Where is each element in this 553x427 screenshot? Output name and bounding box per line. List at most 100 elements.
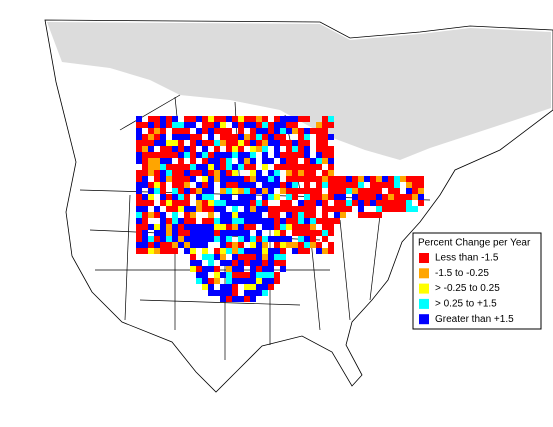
cell (304, 146, 310, 152)
cell (298, 176, 304, 182)
cell (250, 254, 256, 260)
cell (292, 242, 298, 248)
cell (316, 200, 322, 206)
cell (148, 122, 154, 128)
cell (190, 158, 196, 164)
cell (286, 242, 292, 248)
cell (184, 218, 190, 224)
cell (280, 230, 286, 236)
cell (316, 182, 322, 188)
cell (220, 272, 226, 278)
cell (268, 212, 274, 218)
cell (220, 200, 226, 206)
cell (166, 140, 172, 146)
cell (166, 164, 172, 170)
cell (196, 134, 202, 140)
cell (346, 206, 352, 212)
cell (196, 266, 202, 272)
cell (202, 218, 208, 224)
cell (226, 182, 232, 188)
cell (376, 206, 382, 212)
cell (202, 170, 208, 176)
cell (172, 146, 178, 152)
cell (250, 140, 256, 146)
cell (352, 176, 358, 182)
cell (142, 122, 148, 128)
cell (328, 116, 334, 122)
cell (202, 194, 208, 200)
cell (214, 116, 220, 122)
cell (250, 260, 256, 266)
cell (226, 224, 232, 230)
cell (382, 182, 388, 188)
cell (310, 200, 316, 206)
cell (280, 254, 286, 260)
cell (286, 146, 292, 152)
cell (286, 236, 292, 242)
cell (298, 218, 304, 224)
cell (142, 194, 148, 200)
cell (160, 224, 166, 230)
cell (184, 224, 190, 230)
cell (178, 146, 184, 152)
cell (148, 236, 154, 242)
cell (214, 254, 220, 260)
cell (178, 200, 184, 206)
cell (262, 206, 268, 212)
cell (316, 194, 322, 200)
cell (202, 116, 208, 122)
cell (136, 176, 142, 182)
cell (286, 170, 292, 176)
cell (208, 140, 214, 146)
cell (298, 134, 304, 140)
cell (190, 236, 196, 242)
cell (160, 212, 166, 218)
cell (160, 122, 166, 128)
cell (340, 194, 346, 200)
cell (250, 236, 256, 242)
cell (172, 128, 178, 134)
cell (286, 182, 292, 188)
cell (250, 224, 256, 230)
cell (394, 188, 400, 194)
abundance-cells (136, 116, 424, 302)
cell (310, 224, 316, 230)
cell (202, 152, 208, 158)
cell (178, 182, 184, 188)
cell (274, 182, 280, 188)
cell (292, 194, 298, 200)
cell (364, 176, 370, 182)
cell (262, 284, 268, 290)
cell (208, 170, 214, 176)
cell (226, 278, 232, 284)
cell (274, 236, 280, 242)
cell (214, 200, 220, 206)
cell (268, 170, 274, 176)
cell (202, 158, 208, 164)
cell (202, 176, 208, 182)
cell (232, 296, 238, 302)
cell (232, 266, 238, 272)
cell (220, 134, 226, 140)
cell (202, 284, 208, 290)
cell (268, 122, 274, 128)
cell (148, 212, 154, 218)
cell (334, 188, 340, 194)
cell (340, 212, 346, 218)
cell (214, 278, 220, 284)
cell (250, 296, 256, 302)
cell (244, 296, 250, 302)
cell (238, 116, 244, 122)
cell (334, 176, 340, 182)
cell (202, 140, 208, 146)
cell (352, 200, 358, 206)
cell (316, 230, 322, 236)
cell (298, 224, 304, 230)
cell (376, 194, 382, 200)
cell (268, 236, 274, 242)
cell (262, 278, 268, 284)
cell (262, 266, 268, 272)
cell (238, 194, 244, 200)
cell (190, 206, 196, 212)
cell (202, 254, 208, 260)
